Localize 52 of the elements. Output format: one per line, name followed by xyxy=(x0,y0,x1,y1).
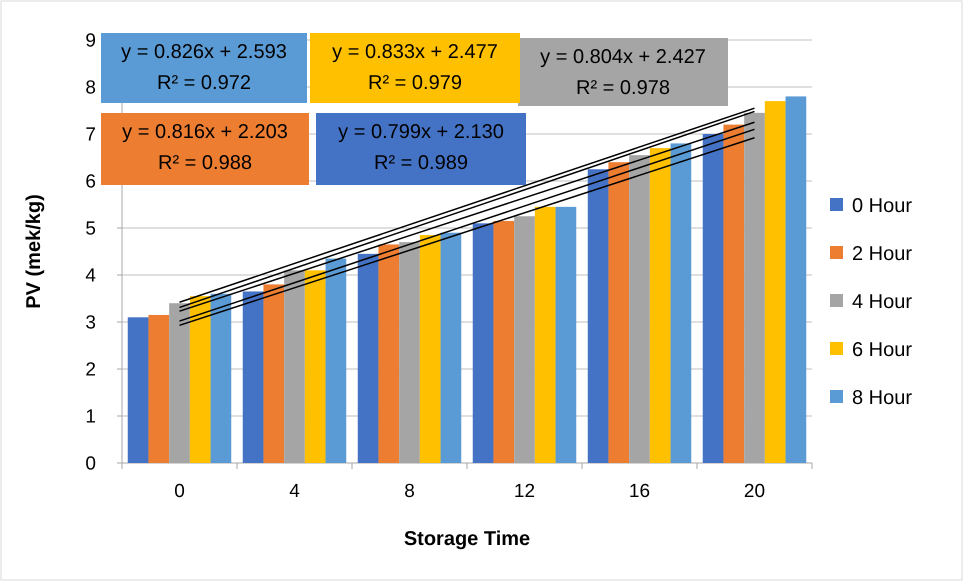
bar xyxy=(588,169,608,463)
y-tick-label: 3 xyxy=(85,312,96,334)
y-tick-label: 0 xyxy=(85,454,96,475)
bar xyxy=(786,96,806,463)
annotation: y = 0.833x + 2.477 R² = 0.979 xyxy=(332,41,498,94)
y-tick-label: 6 xyxy=(85,172,96,193)
y-tick-label: 8 xyxy=(85,78,96,99)
x-tick-label: 12 xyxy=(514,481,536,502)
bar xyxy=(242,291,264,463)
legend-label: 4 Hour xyxy=(852,291,912,313)
bar xyxy=(128,317,148,463)
annotation: y = 0.804x + 2.427 R² = 0.978 xyxy=(540,46,706,99)
bar xyxy=(534,206,556,463)
bar xyxy=(358,254,378,463)
annotation: y = 0.799x + 2.130 R² = 0.989 xyxy=(338,121,504,174)
legend-label: 6 Hour xyxy=(852,339,912,361)
y-tick-label: 1 xyxy=(85,406,96,428)
x-tick-label: 8 xyxy=(404,481,415,502)
bar xyxy=(263,284,284,463)
bar xyxy=(190,296,211,463)
y-tick-label: 9 xyxy=(85,30,96,52)
bar xyxy=(670,143,692,463)
bar xyxy=(493,220,514,463)
x-tick-label: 20 xyxy=(744,481,766,502)
legend-label: 0 Hour xyxy=(852,195,912,217)
bar xyxy=(210,294,232,463)
x-tick-label: 0 xyxy=(174,481,185,502)
bar xyxy=(723,124,744,463)
y-axis-title: PV (mek/kg) xyxy=(23,194,45,309)
bar xyxy=(702,134,724,463)
bar xyxy=(304,270,326,463)
bar xyxy=(148,314,170,463)
bar xyxy=(556,206,576,463)
annotation: y = 0.816x + 2.203 R² = 0.988 xyxy=(122,121,288,174)
bar xyxy=(420,235,441,463)
y-tick-label: 5 xyxy=(85,218,96,240)
bar xyxy=(440,232,462,463)
bar xyxy=(764,101,786,463)
legend-label: 2 Hour xyxy=(852,243,912,265)
bar xyxy=(472,223,494,463)
x-tick-label: 4 xyxy=(289,481,300,502)
x-tick-label: 16 xyxy=(628,481,650,502)
y-tick-label: 4 xyxy=(85,266,96,287)
bar xyxy=(378,244,400,463)
legend-label: 8 Hour xyxy=(852,387,912,409)
y-tick-label: 2 xyxy=(85,360,96,381)
y-tick-label: 7 xyxy=(85,124,96,146)
bar xyxy=(326,258,346,463)
x-axis-title: Storage Time xyxy=(404,528,530,550)
annotation: y = 0.826x + 2.593 R² = 0.972 xyxy=(121,41,287,94)
bar xyxy=(608,162,630,463)
bar xyxy=(650,148,671,463)
